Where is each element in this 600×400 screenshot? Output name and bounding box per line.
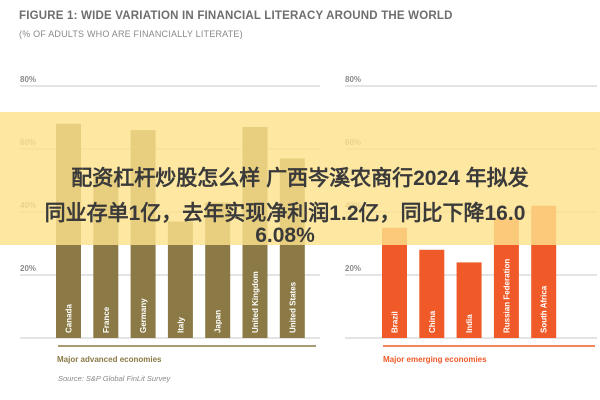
figure-subtitle: (% OF ADULTS WHO ARE FINANCIALLY LITERAT… (19, 29, 243, 39)
major-advanced-economies-bar-label-japan: Japan (214, 310, 223, 333)
major-emerging-economies-bar-india (456, 262, 482, 338)
major-advanced-economies-bar-label-germany: Germany (139, 298, 148, 333)
overlay-banner: 配资杠杆炒股怎么样 广西岑溪农商行2024 年拟发 同业存单1亿，去年实现净利润… (0, 112, 600, 247)
overlay-text-line-1: 配资杠杆炒股怎么样 广西岑溪农商行2024 年拟发 (71, 167, 529, 190)
overlay-text-line-3: 6.08% (255, 224, 315, 247)
major-advanced-economies-group-label: Major advanced economies (57, 355, 162, 364)
major-advanced-economies-bar-label-france: France (102, 306, 111, 333)
major-emerging-economies-bar-label-russian-federation: Russian Federation (502, 259, 511, 333)
major-emerging-economies-bar-china (419, 249, 445, 338)
major-emerging-economies-group-label: Major emerging economies (383, 355, 487, 364)
major-emerging-economies-ytick-label: 80% (345, 75, 361, 84)
major-advanced-economies-ytick-label: 80% (20, 75, 36, 84)
major-advanced-economies-ytick-label: 20% (20, 264, 36, 273)
major-advanced-economies-bar-label-united-kingdom: United Kingdom (251, 271, 260, 333)
figure-title: FIGURE 1: WIDE VARIATION IN FINANCIAL LI… (19, 10, 453, 22)
major-emerging-economies-bar-brazil (382, 227, 407, 338)
major-advanced-economies-bar-label-canada: Canada (65, 304, 74, 333)
major-advanced-economies-bar-label-united-states: United States (288, 281, 297, 333)
overlay-text-line-2: 同业存单1亿，去年实现净利润1.2亿，同比下降16.0 (44, 202, 526, 225)
major-emerging-economies-bar-label-india: India (465, 314, 474, 333)
source-note: Source: S&P Global FinLit Survey (58, 374, 171, 383)
major-emerging-economies-bar-label-brazil: Brazil (391, 311, 400, 333)
major-emerging-economies-ytick-label: 20% (345, 264, 361, 273)
major-advanced-economies-bar-label-italy: Italy (176, 316, 185, 333)
major-emerging-economies-bar-label-china: China (428, 310, 437, 333)
major-emerging-economies-bar-label-south-africa: South Africa (540, 285, 549, 333)
